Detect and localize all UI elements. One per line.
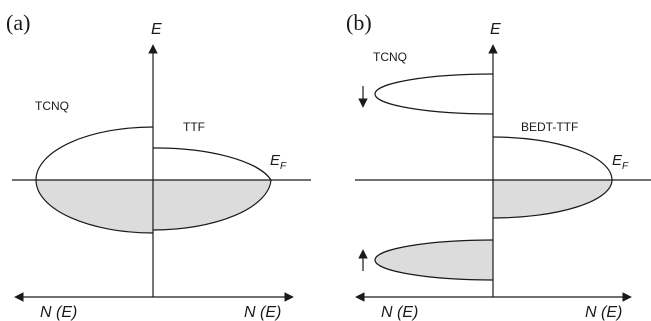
dos-label-left-a: N (E) xyxy=(40,304,77,321)
band-label-ttf-a: TTF xyxy=(183,120,205,134)
ttf-occupied-area-a xyxy=(153,180,271,231)
tcnq-spin-up-occupied-area-b xyxy=(375,240,493,280)
energy-axis-label-b: E xyxy=(490,21,501,38)
panel-label-a: (a) xyxy=(6,10,30,35)
tcnq-occupied-area-a xyxy=(36,180,153,233)
fermi-level-label-b: EF xyxy=(612,152,629,172)
tcnq-spin-up-band-b xyxy=(374,239,494,281)
panel-b: (b) E TCNQ BEDT-TTF EF N (E) N (E) xyxy=(346,10,651,321)
panel-a: (a) E TCNQ TTF EF N (E) N (E) xyxy=(6,10,311,321)
tcnq-spin-down-band-b xyxy=(374,73,494,115)
band-label-tcnq-a: TCNQ xyxy=(35,99,69,113)
band-label-tcnq-b: TCNQ xyxy=(373,50,407,64)
bedt-ttf-occupied-area-b xyxy=(493,180,612,218)
dos-label-left-b: N (E) xyxy=(381,304,418,321)
fermi-level-label-a: EF xyxy=(270,152,287,172)
panel-label-b: (b) xyxy=(346,10,372,35)
dos-label-right-a: N (E) xyxy=(244,304,281,321)
band-label-bedt-ttf-b: BEDT-TTF xyxy=(521,120,578,134)
dos-label-right-b: N (E) xyxy=(585,304,622,321)
energy-axis-label-a: E xyxy=(151,21,162,38)
